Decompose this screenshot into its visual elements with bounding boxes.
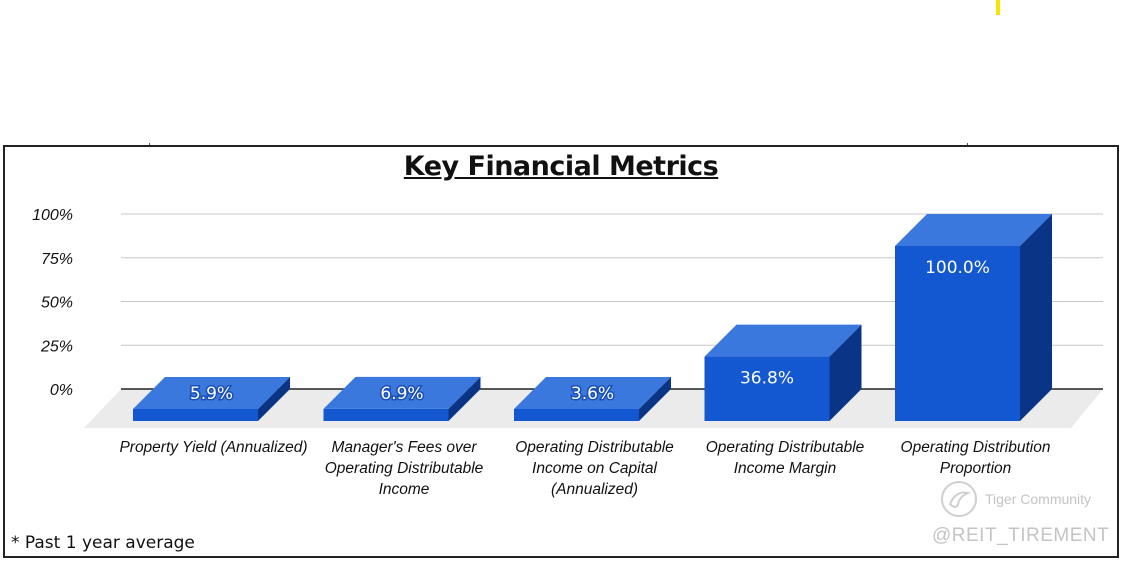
bar-top bbox=[323, 376, 481, 409]
footnote: * Past 1 year average bbox=[11, 533, 195, 553]
category-label: Income on Capital bbox=[532, 460, 657, 477]
category-label: Operating Distributable bbox=[706, 439, 865, 456]
bar-top bbox=[704, 324, 862, 357]
data-label: 3.6% bbox=[571, 384, 614, 404]
bar-top bbox=[514, 377, 671, 409]
chart-title: Key Financial Metrics bbox=[403, 151, 719, 182]
category-label: Operating Distributable bbox=[325, 460, 484, 477]
bar-top bbox=[895, 214, 1052, 246]
category-label: Property Yield (Annualized) bbox=[119, 439, 307, 456]
category-label: Income Margin bbox=[734, 460, 837, 477]
bar bbox=[323, 408, 449, 421]
bar-side bbox=[1020, 214, 1052, 421]
chart-frame bbox=[3, 145, 1119, 558]
bar bbox=[704, 356, 830, 421]
bar bbox=[514, 409, 639, 421]
y-tick-label: 50% bbox=[41, 295, 73, 312]
y-tick-label: 25% bbox=[40, 338, 73, 355]
category-label: Proportion bbox=[940, 460, 1012, 477]
bar-top bbox=[133, 377, 290, 409]
watermark-brand: Tiger Community bbox=[985, 491, 1092, 507]
bar-side bbox=[829, 324, 862, 421]
tiger-logo-icon bbox=[941, 481, 977, 517]
data-label: 36.8% bbox=[740, 369, 794, 389]
bar-side bbox=[639, 377, 671, 421]
bar-side bbox=[258, 377, 290, 421]
bar bbox=[133, 409, 258, 421]
y-tick-label: 75% bbox=[41, 251, 73, 268]
data-label: 5.9% bbox=[190, 384, 233, 404]
y-tick-label: 0% bbox=[50, 382, 73, 399]
category-label: Operating Distribution bbox=[901, 439, 1051, 456]
yellow-mark bbox=[996, 0, 1000, 15]
watermark-handle: @REIT_TIREMENT bbox=[932, 525, 1110, 546]
data-label: 6.9% bbox=[380, 384, 423, 404]
bar-side bbox=[448, 376, 481, 421]
category-label: Manager's Fees over bbox=[331, 439, 477, 456]
category-label: (Annualized) bbox=[551, 481, 638, 498]
bar bbox=[895, 246, 1020, 421]
category-label: Operating Distributable bbox=[515, 439, 674, 456]
y-tick-label: 100% bbox=[32, 207, 73, 224]
category-label: Income bbox=[379, 481, 430, 498]
data-label: 100.0% bbox=[925, 258, 990, 278]
